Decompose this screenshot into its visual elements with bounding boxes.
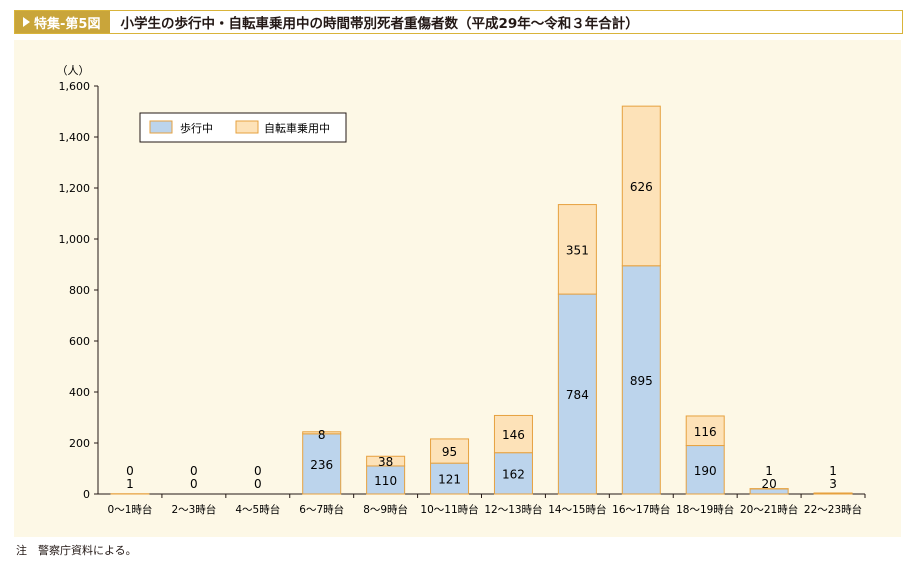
x-tick-label: 0～1時台: [108, 503, 153, 516]
y-tick-label: 1,600: [59, 80, 91, 93]
x-tick-label: 2～3時台: [171, 503, 216, 516]
data-label-walking: 121: [438, 473, 461, 487]
y-tick-label: 800: [69, 284, 90, 297]
y-tick-label: 1,400: [59, 131, 91, 144]
x-tick-label: 6～7時台: [299, 503, 344, 516]
bar-cycling: [557, 204, 597, 295]
x-tick-label: 14～15時台: [548, 503, 606, 516]
legend-swatch-cycling: [235, 120, 259, 134]
bar-walking: [366, 465, 406, 495]
data-label-walking: 895: [630, 374, 653, 388]
data-label-cycling: 0: [126, 464, 134, 478]
figure-badge: 特集-第5図: [15, 11, 111, 33]
data-label-cycling: 0: [190, 464, 198, 478]
bar-cycling: [302, 431, 342, 435]
y-tick-label: 400: [69, 386, 90, 399]
y-tick-label: 1,000: [59, 233, 91, 246]
data-label-cycling: 38: [378, 455, 393, 469]
data-label-cycling: 8: [318, 428, 326, 442]
data-label-walking: 110: [374, 474, 397, 488]
x-tick-label: 20～21時台: [740, 503, 798, 516]
data-label-cycling: 626: [630, 180, 653, 194]
x-tick-label: 12～13時台: [484, 503, 542, 516]
data-label-walking: 20: [761, 477, 776, 491]
legend-swatch-walking: [149, 120, 173, 134]
y-tick-label: 200: [69, 437, 90, 450]
bar-cycling: [493, 414, 533, 454]
y-tick-label: 600: [69, 335, 90, 348]
data-label-walking: 162: [502, 467, 525, 481]
figure-title: 小学生の歩行中・自転車乗用中の時間帯別死者重傷者数（平成29年～令和３年合計）: [120, 16, 639, 32]
data-label-walking: 784: [566, 388, 589, 402]
bar-walking: [302, 433, 342, 495]
data-label-cycling: 146: [502, 428, 525, 442]
x-tick-label: 8～9時台: [363, 503, 408, 516]
y-tick-label: 1,200: [59, 182, 91, 195]
data-label-walking: 0: [254, 477, 262, 491]
figure-number: 特集-第5図: [34, 16, 101, 32]
bar-cycling: [621, 105, 661, 267]
data-label-cycling: 1: [829, 464, 837, 478]
x-tick-label: 10～11時台: [420, 503, 478, 516]
data-label-walking: 0: [190, 477, 198, 491]
bar-cycling: [685, 415, 725, 447]
bar-walking: [557, 293, 597, 495]
x-tick-label: 4～5時台: [235, 503, 280, 516]
triangle-icon: [23, 17, 30, 27]
data-label-walking: 190: [694, 464, 717, 478]
figure-header: 特集-第5図 小学生の歩行中・自転車乗用中の時間帯別死者重傷者数（平成29年～令…: [14, 10, 903, 34]
legend-label-walking: 歩行中: [180, 121, 213, 135]
data-label-cycling: 0: [254, 464, 262, 478]
y-axis-unit: （人）: [57, 64, 90, 77]
data-label-cycling: 1: [765, 464, 773, 478]
data-label-cycling: 95: [442, 445, 457, 459]
source-note: 注 警察庁資料による。: [16, 544, 137, 557]
data-label-cycling: 116: [694, 425, 717, 439]
data-label-walking: 3: [829, 477, 837, 491]
y-tick-label: 0: [83, 488, 90, 501]
bar-walking: [493, 452, 533, 495]
bar-cycling: [430, 438, 470, 464]
x-tick-label: 16～17時台: [612, 503, 670, 516]
x-tick-label: 22～23時台: [804, 503, 862, 516]
x-tick-label: 18～19時台: [676, 503, 734, 516]
bar-walking: [430, 462, 470, 495]
data-label-walking: 236: [310, 458, 333, 472]
data-label-cycling: 351: [566, 243, 589, 257]
bar-cycling: [366, 455, 406, 467]
legend-label-cycling: 自転車乗用中: [264, 121, 330, 135]
data-label-walking: 1: [126, 477, 134, 491]
